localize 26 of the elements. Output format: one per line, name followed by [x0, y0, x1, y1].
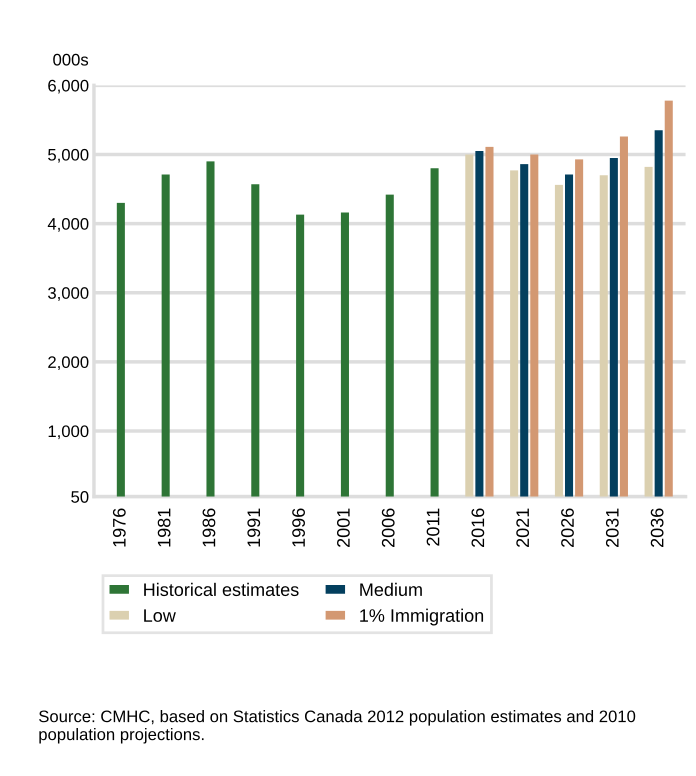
x-tick-label: 2016 [471, 508, 484, 548]
x-tick-label: 1981 [158, 508, 171, 547]
y-tick-label: 5,000 [48, 148, 88, 163]
legend-label: Low [144, 609, 176, 622]
x-tick-label: 1976 [112, 508, 126, 547]
x-tick-label: 2006 [382, 508, 395, 548]
x-tick-label: 2036 [650, 508, 664, 548]
x-tick-label: 2026 [561, 508, 574, 548]
legend-label: 1% Immigration [360, 608, 484, 626]
source-note: Source: CMHC, based on Statistics Canada 2012 population estimates and 2010 population projections. [39, 710, 636, 744]
x-tick-label: 2011 [426, 508, 440, 546]
x-tick-label: 2021 [516, 508, 530, 548]
y-axis-title: 000s [53, 54, 88, 66]
x-tick-label: 1986 [202, 508, 216, 547]
x-tick-label: 1996 [292, 508, 305, 547]
x-tick-label: 2031 [606, 508, 619, 548]
y-tick-label: 2,000 [48, 356, 88, 370]
y-tick-label: 4,000 [48, 218, 88, 232]
y-tick-label: 50 [71, 491, 88, 503]
y-tick-label: 6,000 [48, 80, 88, 94]
x-tick-label: 2001 [337, 508, 350, 548]
legend-label: Historical estimates [144, 582, 299, 596]
x-tick-label: 1991 [247, 508, 260, 547]
legend-label: Medium [360, 582, 422, 596]
y-tick-label: 3,000 [48, 287, 88, 301]
y-tick-label: 1,000 [48, 425, 88, 440]
